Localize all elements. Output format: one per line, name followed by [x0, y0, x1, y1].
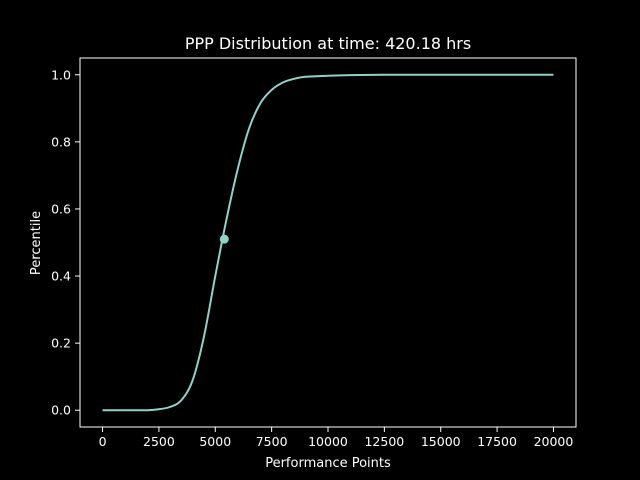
chart-title: PPP Distribution at time: 420.18 hrs — [185, 34, 471, 53]
x-tick-label: 20000 — [534, 434, 574, 449]
x-tick-label: 7500 — [256, 434, 288, 449]
y-tick-label: 0.0 — [51, 403, 71, 418]
x-tick-label: 5000 — [199, 434, 231, 449]
data-marker — [219, 234, 229, 244]
x-tick-label: 0 — [99, 434, 107, 449]
x-tick-label: 17500 — [477, 434, 517, 449]
x-tick-label: 15000 — [421, 434, 461, 449]
y-tick-label: 0.2 — [51, 336, 71, 351]
x-tick-label: 2500 — [143, 434, 175, 449]
y-axis: 0.0 0.2 0.4 0.6 0.8 1.0 — [51, 67, 80, 418]
series-line — [102, 73, 554, 412]
x-axis: 0 2500 5000 7500 10000 12500 15000 17500 20000 — [99, 427, 574, 449]
x-tick-label: 12500 — [364, 434, 404, 449]
y-tick-label: 1.0 — [51, 67, 71, 82]
y-tick-label: 0.4 — [51, 269, 71, 284]
plot-area — [79, 57, 577, 428]
x-tick-label: 10000 — [308, 434, 348, 449]
y-tick-label: 0.8 — [51, 134, 71, 149]
x-axis-label: Performance Points — [265, 456, 391, 471]
y-tick-label: 0.6 — [51, 201, 71, 216]
y-axis-label: Percentile — [29, 211, 44, 275]
